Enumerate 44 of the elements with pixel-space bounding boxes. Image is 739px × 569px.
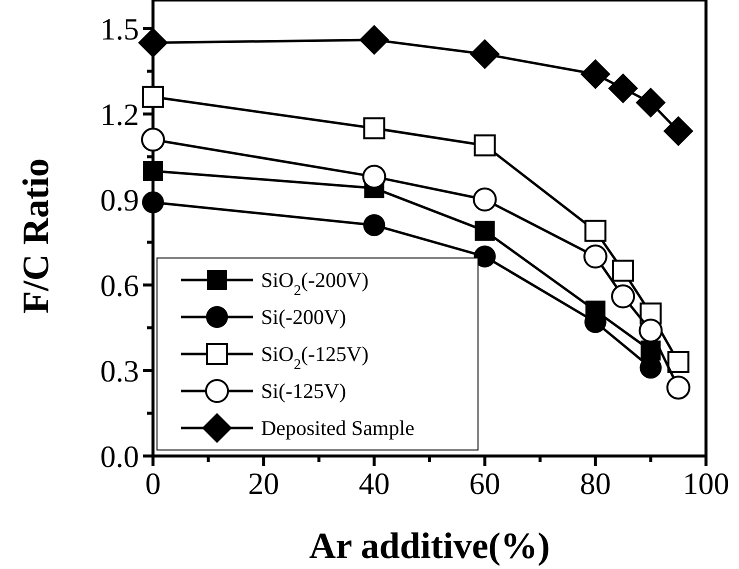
- x-tick-label: 80: [580, 466, 611, 501]
- y-tick-label: 1.2: [100, 97, 139, 132]
- y-tick-label: 0.3: [100, 354, 139, 388]
- point: [474, 134, 496, 156]
- point: [608, 73, 638, 104]
- point: [638, 318, 663, 343]
- point: [474, 220, 495, 241]
- point: [583, 244, 608, 268]
- x-tick-label: 60: [469, 466, 500, 501]
- point: [362, 164, 386, 189]
- point: [474, 246, 496, 268]
- legend-label: SiO$_{2}$(-200V): [261, 268, 369, 299]
- point: [612, 260, 634, 282]
- point: [666, 376, 690, 400]
- point: [636, 88, 666, 118]
- point: [584, 220, 606, 242]
- point: [143, 161, 163, 181]
- legend-label: SiO$_{2}$(-125V): [261, 342, 369, 373]
- point: [470, 39, 500, 70]
- point: [363, 214, 386, 236]
- legend-label: Deposited Sample: [261, 416, 414, 440]
- point: [611, 284, 636, 308]
- point: [141, 128, 165, 152]
- y-axis-title: F/C Ratio: [16, 158, 57, 314]
- y-tick-label: 0.9: [100, 182, 139, 218]
- point: [667, 350, 690, 373]
- x-tick-label: 0: [145, 466, 161, 501]
- y-tick-label: 1.5: [100, 12, 139, 46]
- legend-label: Si(-200V): [261, 305, 346, 329]
- y-tick-label: 0.0: [100, 439, 139, 474]
- point: [363, 117, 386, 140]
- point: [663, 116, 694, 146]
- point: [142, 191, 164, 214]
- point: [472, 188, 497, 212]
- x-tick-label: 20: [248, 466, 280, 501]
- x-axis-title: Ar additive(%): [309, 526, 550, 567]
- point: [142, 86, 164, 108]
- point: [138, 28, 168, 58]
- x-tick-label: 100: [682, 466, 730, 501]
- x-tick-label: 40: [358, 466, 390, 501]
- point: [359, 24, 390, 55]
- point: [580, 59, 610, 90]
- legend-label: Si(-125V): [261, 379, 346, 403]
- y-tick-label: 0.6: [100, 268, 139, 303]
